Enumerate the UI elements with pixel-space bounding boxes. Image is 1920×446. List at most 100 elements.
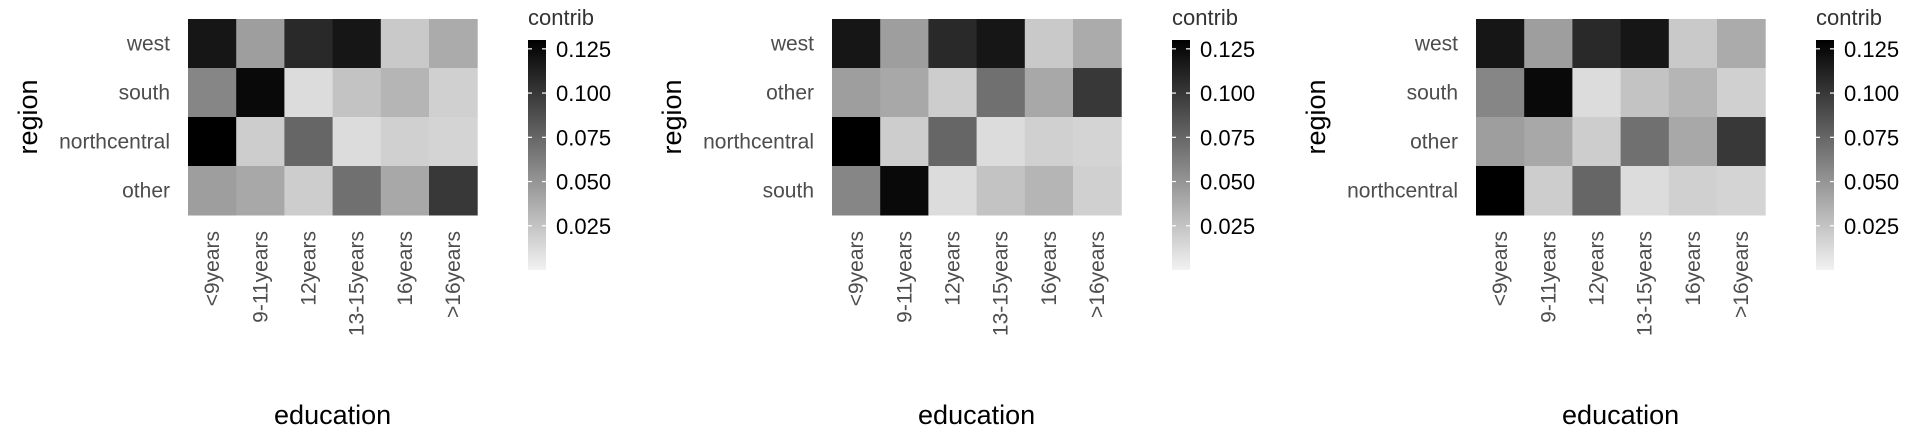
- heatmap-cell: [832, 68, 881, 118]
- heatmap-cell: [880, 68, 929, 118]
- heatmap-cell: [1024, 117, 1074, 167]
- legend-colorbar: [1816, 40, 1834, 270]
- heatmap-cell: [1476, 166, 1525, 216]
- legend-tick-label: 0.075: [1844, 125, 1899, 150]
- x-axis-title: education: [1562, 400, 1679, 430]
- y-tick-label: other: [122, 180, 170, 203]
- heatmap-cell: [284, 117, 334, 167]
- heatmap-cell: [1572, 166, 1622, 216]
- heatmap-cell: [429, 166, 478, 216]
- heatmap-cell: [1572, 19, 1622, 69]
- heatmap-cell: [1717, 68, 1766, 118]
- heatmap-panel-3: west south other northcentral <9years 9-11yea…: [1301, 5, 1899, 430]
- x-tick-label: 16years: [1038, 231, 1061, 306]
- heatmap-cell: [880, 166, 929, 216]
- heatmap-cell: [1717, 117, 1766, 167]
- y-tick-label: south: [119, 82, 170, 105]
- legend-tick-label: 0.075: [1200, 125, 1255, 150]
- heatmap-cell: [928, 19, 978, 69]
- heatmap-cell: [1620, 166, 1670, 216]
- y-axis-title: region: [657, 79, 687, 154]
- heatmap-cell: [928, 68, 978, 118]
- y-tick-label: other: [766, 82, 814, 105]
- heatmap-cell: [1476, 117, 1525, 167]
- heatmap-cell: [1073, 166, 1122, 216]
- heatmap-cell: [429, 19, 478, 69]
- x-tick-label: 16years: [394, 231, 417, 306]
- heatmap-cell: [332, 166, 382, 216]
- heatmap-cell: [1524, 166, 1573, 216]
- heatmap-cell: [332, 19, 382, 69]
- x-tick-label: 16years: [1682, 231, 1705, 306]
- heatmap-cell: [1073, 68, 1122, 118]
- heatmap-cell: [976, 166, 1026, 216]
- heatmap-cell: [1024, 166, 1074, 216]
- legend-title: contrib: [528, 5, 594, 30]
- heatmap-cell: [1024, 68, 1074, 118]
- heatmap-cell: [880, 117, 929, 167]
- y-tick-label: south: [763, 180, 814, 203]
- heatmap-cell: [284, 68, 334, 118]
- x-tick-label: <9years: [1489, 231, 1512, 306]
- heatmap-cell: [928, 166, 978, 216]
- y-axis-title: region: [1301, 79, 1331, 154]
- heatmap-cell: [1073, 19, 1122, 69]
- x-tick-label: 13-15years: [1634, 231, 1657, 336]
- heatmap-cell: [236, 166, 285, 216]
- x-tick-label: 12years: [298, 231, 321, 306]
- x-tick-label: >16years: [442, 231, 465, 318]
- legend-title: contrib: [1816, 5, 1882, 30]
- legend: contrib 0.025 0.050 0.075 0.100 0.125: [1172, 5, 1255, 270]
- legend-colorbar: [1172, 40, 1190, 270]
- legend: contrib 0.025 0.050 0.075 0.100 0.125: [528, 5, 611, 270]
- y-tick-label: northcentral: [1347, 180, 1458, 203]
- heatmap-cell: [188, 117, 237, 167]
- heatmap-cell: [1620, 117, 1670, 167]
- heatmap-cell: [1572, 68, 1622, 118]
- y-tick-label: northcentral: [59, 131, 170, 154]
- y-tick-label: other: [1410, 131, 1458, 154]
- heatmap-cell: [429, 68, 478, 118]
- legend-tick-label: 0.050: [1844, 170, 1899, 195]
- y-tick-label: northcentral: [703, 131, 814, 154]
- x-tick-label: >16years: [1086, 231, 1109, 318]
- heatmap-cell: [380, 68, 430, 118]
- heatmap-cell: [1476, 19, 1525, 69]
- legend-tick-label: 0.100: [1844, 81, 1899, 106]
- legend-tick-label: 0.050: [1200, 170, 1255, 195]
- heatmap-cell: [1620, 68, 1670, 118]
- x-tick-label: 12years: [1586, 231, 1609, 306]
- heatmap-cell: [1668, 166, 1718, 216]
- heatmap-cell: [1668, 19, 1718, 69]
- heatmap-cell: [1668, 117, 1718, 167]
- heatmap-cell: [188, 68, 237, 118]
- x-tick-label: <9years: [201, 231, 224, 306]
- heatmap-cell: [1668, 68, 1718, 118]
- heatmap-cell: [188, 19, 237, 69]
- heatmap-cell: [332, 68, 382, 118]
- heatmap-cell: [1476, 68, 1525, 118]
- heatmap-panel-1: west south northcentral other <9years 9-11yea…: [13, 5, 611, 430]
- heatmap-cell: [880, 19, 929, 69]
- legend-tick-label: 0.125: [1200, 37, 1255, 62]
- heatmap-cell: [976, 19, 1026, 69]
- x-tick-label: 9-11years: [1537, 231, 1560, 323]
- heatmap-cell: [332, 117, 382, 167]
- heatmap-cell: [1524, 68, 1573, 118]
- legend-tick-label: 0.100: [556, 81, 611, 106]
- legend-tick-label: 0.025: [1200, 214, 1255, 239]
- y-axis-title: region: [13, 79, 43, 154]
- heatmap-cell: [976, 68, 1026, 118]
- y-tick-label: west: [126, 33, 170, 56]
- heatmap-cell: [928, 117, 978, 167]
- y-tick-label: south: [1407, 82, 1458, 105]
- legend-colorbar: [528, 40, 546, 270]
- legend: contrib 0.025 0.050 0.075 0.100 0.125: [1816, 5, 1899, 270]
- heatmap-cell: [380, 166, 430, 216]
- heatmap-cell: [1620, 19, 1670, 69]
- heatmap-panel-2: west other northcentral south <9years 9-11yea…: [657, 5, 1255, 430]
- x-tick-label: >16years: [1730, 231, 1753, 318]
- heatmap-cell: [236, 117, 285, 167]
